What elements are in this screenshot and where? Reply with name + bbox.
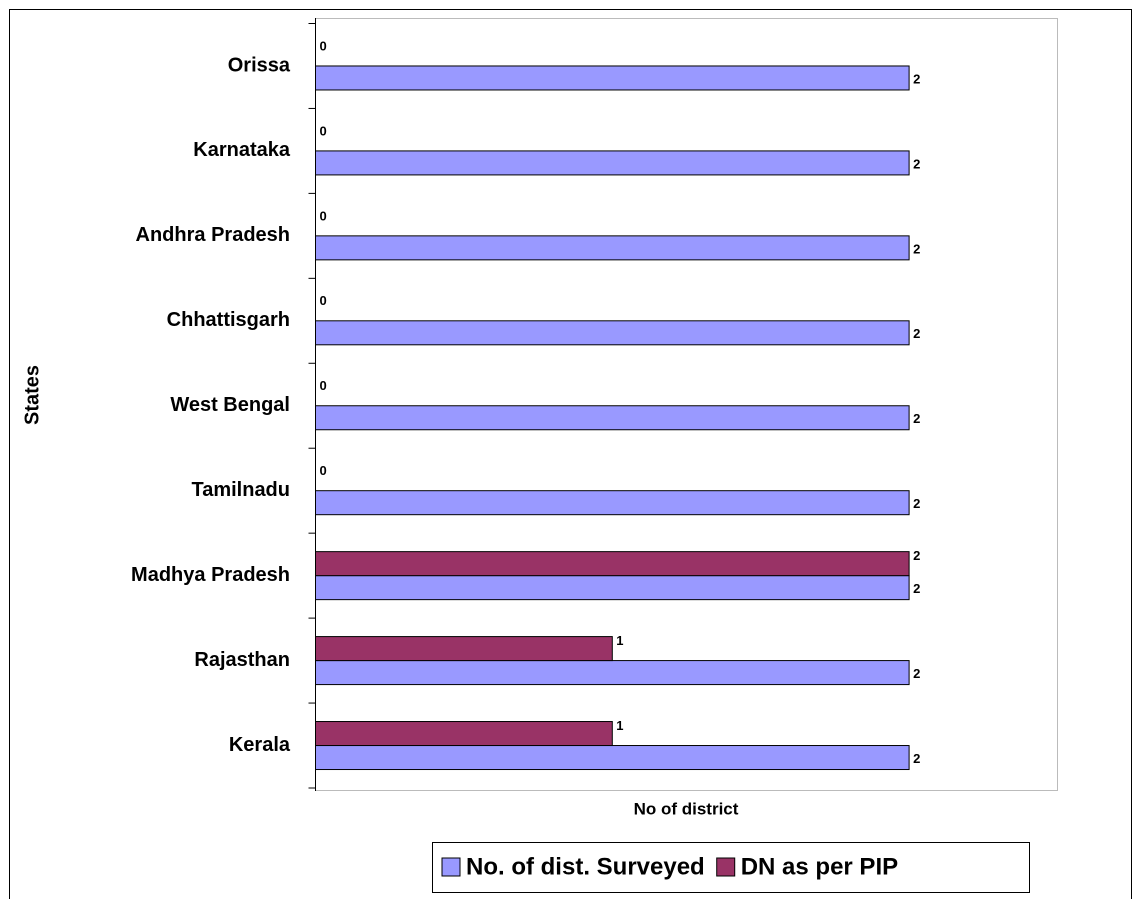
value-label: 2 — [913, 241, 920, 256]
value-label: 2 — [913, 548, 920, 563]
value-label: 0 — [320, 378, 327, 393]
value-label: 0 — [320, 123, 327, 138]
value-label: 0 — [320, 208, 327, 223]
bar — [315, 721, 613, 747]
category-label: Chhattisgarh — [167, 309, 290, 331]
category-label: Andhra Pradesh — [136, 224, 290, 246]
category-label: Kerala — [229, 734, 291, 756]
value-label: 2 — [913, 666, 920, 681]
x-axis-title: No of district — [634, 799, 739, 818]
category-label: Madhya Pradesh — [131, 564, 290, 586]
value-label: 2 — [913, 71, 920, 86]
value-label: 2 — [913, 411, 920, 426]
category-label: Orissa — [228, 54, 291, 76]
bar — [315, 235, 910, 261]
legend-swatch — [716, 857, 736, 877]
bar — [315, 575, 910, 601]
category-label: Rajasthan — [194, 649, 290, 671]
value-label: 1 — [616, 718, 623, 733]
value-label: 1 — [616, 633, 623, 648]
category-label: Karnataka — [193, 139, 291, 161]
chart-frame — [9, 9, 1132, 899]
bar — [315, 65, 910, 91]
value-label: 0 — [320, 463, 327, 478]
bar — [315, 490, 910, 516]
value-label: 2 — [913, 581, 920, 596]
value-label: 0 — [320, 38, 327, 53]
legend-label: No. of dist. Surveyed — [466, 853, 705, 880]
value-label: 0 — [320, 293, 327, 308]
value-label: 2 — [913, 156, 920, 171]
bar — [315, 551, 910, 577]
bar — [315, 320, 910, 346]
category-label: Tamilnadu — [191, 479, 290, 501]
value-label: 2 — [913, 751, 920, 766]
bar — [315, 405, 910, 431]
category-label: West Bengal — [170, 394, 290, 416]
legend-swatch — [441, 857, 461, 877]
value-label: 2 — [913, 326, 920, 341]
bar — [315, 636, 613, 662]
bar — [315, 150, 910, 176]
y-axis-title: States — [21, 365, 43, 425]
legend-label: DN as per PIP — [741, 853, 898, 880]
bar — [315, 745, 910, 771]
bar — [315, 660, 910, 686]
value-label: 2 — [913, 496, 920, 511]
